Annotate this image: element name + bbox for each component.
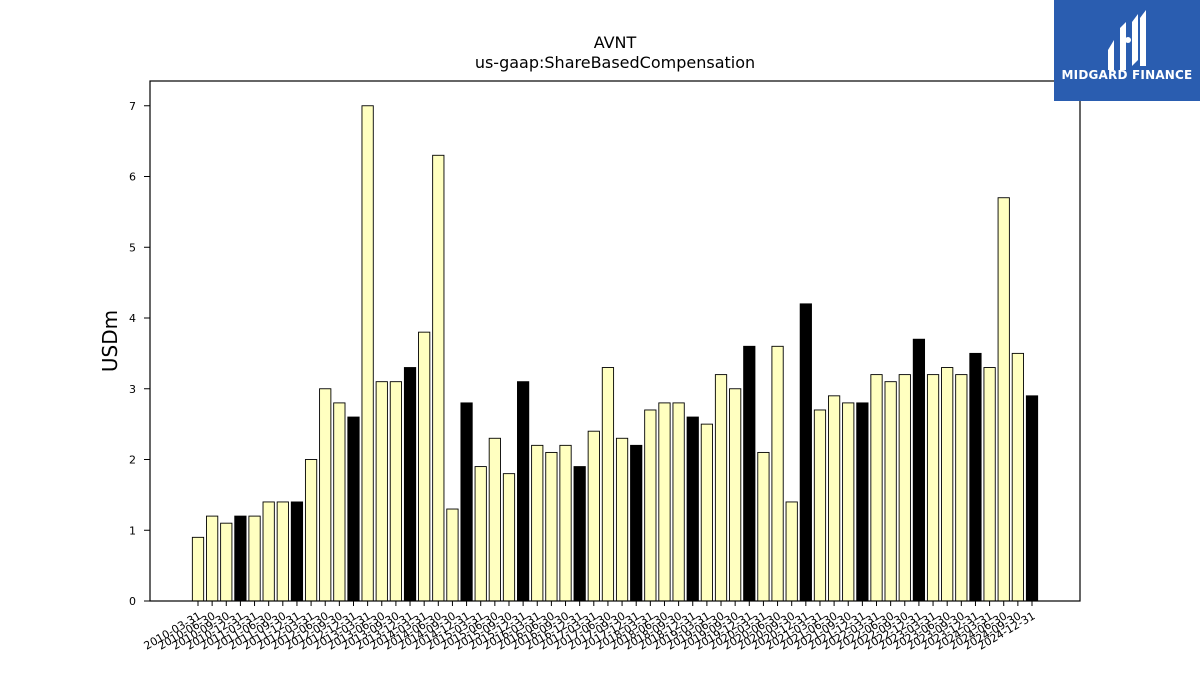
y-tick-label: 7 [129,100,136,113]
bar-2021-09-30 [842,402,855,602]
bar-2021-12-31 [856,402,869,602]
bar-2011-03-31 [248,515,261,602]
midgard-logo-icon [1108,10,1146,70]
bar-2020-03-31 [757,451,770,602]
x-axis-ticks: 2010-03-312010-06-302010-09-302010-12-31… [142,601,1038,653]
logo: MIDGARD FINANCE [1054,0,1200,101]
bar-2022-06-30 [884,381,897,602]
bar-2014-03-31 [418,331,431,602]
bar-2016-12-31 [573,466,586,602]
bar-2023-06-30 [941,367,954,602]
bar-2013-06-30 [375,381,388,602]
y-axis-label: USDm [98,310,122,372]
bar-2011-09-30 [276,501,289,602]
bar-2013-09-30 [389,381,402,602]
y-axis-ticks: 0 1 2 3 4 5 6 7 [129,100,150,608]
bar-2016-09-30 [559,444,572,602]
bar-2020-12-31 [799,303,812,602]
bar-2018-09-30 [672,402,685,602]
bar-2024-09-30 [1011,352,1024,602]
bar-2017-03-31 [587,430,600,602]
bar-2015-06-30 [488,437,501,602]
bar-2010-06-30 [206,515,219,602]
bar-2012-03-31 [304,459,318,602]
bar-2017-06-30 [601,367,615,602]
bar-2022-12-31 [912,338,926,602]
bar-2016-06-30 [545,451,558,602]
bar-2022-09-30 [898,374,911,602]
y-tick-label: 5 [129,241,136,254]
bar-2011-12-31 [290,501,304,602]
bar-2018-03-31 [644,409,657,602]
bar-2024-12-31 [1025,395,1039,602]
bar-2024-06-30 [997,197,1010,602]
bar-2018-06-30 [658,402,671,602]
bar-2012-06-30 [319,388,332,602]
bar-2019-12-31 [743,345,756,602]
bar-2021-03-31 [813,409,827,602]
bar-2010-03-31 [191,536,205,602]
bar-2017-09-30 [615,437,629,602]
bar-2017-12-31 [630,444,643,602]
bar-2023-09-30 [955,374,968,602]
bar-2010-09-30 [220,522,233,602]
bar-2024-03-31 [983,367,996,602]
bar-2011-06-30 [262,501,275,602]
bar-2020-06-30 [771,345,784,602]
plot-frame [149,80,1081,602]
bar-2014-09-30 [446,508,459,602]
bar-2019-09-30 [729,388,742,602]
bar-2015-12-31 [517,381,530,602]
bar-2012-12-31 [347,416,360,602]
bar-2012-09-30 [333,402,346,602]
bar-2013-03-31 [361,105,374,602]
logo-text: MIDGARD FINANCE [1061,68,1193,82]
bar-2019-03-31 [700,423,713,602]
bar-2021-06-30 [828,395,841,602]
y-tick-label: 0 [129,595,136,608]
bar-2019-06-30 [714,374,728,602]
bar-2016-03-31 [531,444,544,602]
bars-group [191,105,1039,602]
y-tick-label: 6 [129,171,136,184]
y-tick-label: 3 [129,383,136,396]
bar-2015-09-30 [502,473,516,602]
chart-subtitle: us-gaap:ShareBasedCompensation [475,53,755,72]
chart-title: AVNT [594,33,637,52]
bar-2022-03-31 [870,374,883,602]
bar-2018-12-31 [686,416,699,602]
bar-2023-03-31 [926,374,940,602]
bar-2014-06-30 [432,154,445,602]
bar-2023-12-31 [969,352,982,602]
bar-2010-12-31 [234,515,247,602]
bar-2014-12-31 [460,402,473,602]
y-tick-label: 2 [129,454,136,467]
bar-2015-03-31 [474,466,487,602]
bar-2020-09-30 [785,501,798,602]
y-tick-label: 4 [129,312,136,325]
bar-2013-12-31 [403,367,417,602]
y-tick-label: 1 [129,524,136,537]
